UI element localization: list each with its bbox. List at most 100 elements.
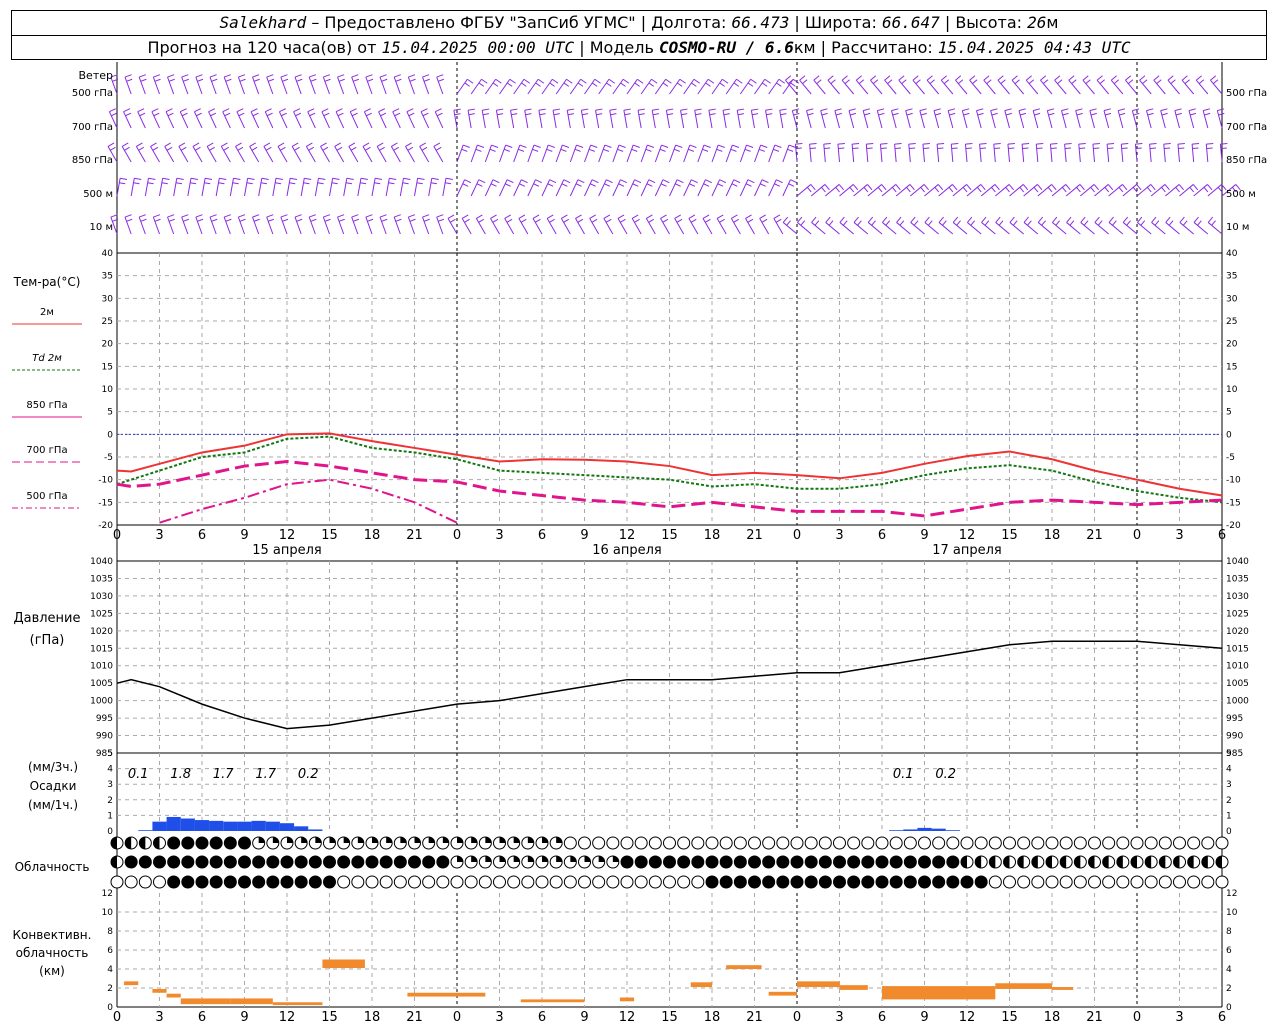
cloud-cover-circle [1144, 875, 1158, 889]
wind-barb-flag [609, 108, 617, 111]
temp-ytick-right: 5 [1226, 408, 1232, 418]
wind-barb [555, 144, 563, 163]
wind-barb-flag [1064, 147, 1072, 150]
wind-barb-flag [799, 75, 806, 81]
wind-barb-flag [1069, 220, 1075, 226]
cloud-cover-circle [294, 875, 308, 889]
cloud-cover-circle [1073, 836, 1087, 850]
time-tick-label: 12 [959, 528, 976, 543]
wind-barb-flag [824, 184, 830, 191]
wind-barb-flag [506, 82, 513, 87]
wind-barb-flag [1221, 184, 1227, 191]
wind-barb-flag [1167, 75, 1174, 81]
wind-barb-flag [949, 112, 956, 116]
cloud-cover-circle [1031, 836, 1045, 850]
wind-barb-flag [1119, 112, 1126, 116]
wind-barb-flag [606, 179, 613, 184]
wind-barb-flag [1179, 216, 1185, 223]
wind-barb [1122, 222, 1138, 235]
wind-barb-flag [816, 79, 822, 85]
wind-barb-flag [435, 146, 442, 151]
cloud-cover-circle [677, 836, 691, 850]
wind-barb [626, 78, 638, 95]
time-tick-label: 3 [1175, 528, 1183, 543]
wind-barb-flag [525, 113, 532, 116]
wind-barb [1009, 184, 1024, 197]
wind-barb [669, 78, 681, 95]
cloud-cover-circle [903, 875, 917, 889]
wind-barb-flag [590, 144, 598, 148]
wind-barb [349, 111, 359, 129]
wind-barb-flag [532, 214, 540, 219]
time-tick-label-bottom: 0 [793, 1010, 801, 1024]
wind-barb-flag [871, 220, 876, 226]
wind-barb [660, 218, 670, 235]
wind-barb [745, 218, 755, 235]
wind-barb [470, 179, 480, 197]
conv-label: облачность [16, 946, 89, 960]
wind-barb-flag [1132, 108, 1140, 112]
wind-barb-flag [589, 214, 596, 219]
wind-barb [150, 146, 160, 163]
cloud-cover-circle [181, 836, 195, 850]
wind-barb-flag [596, 113, 603, 116]
wind-barb-flag [1054, 75, 1061, 81]
wind-barb-flag [702, 148, 709, 152]
wind-barb-flag [604, 144, 612, 148]
wind-barb-flag [520, 218, 527, 223]
wind-barb-flag [205, 177, 213, 180]
cloud-cover-fill [513, 837, 520, 843]
temp-ytick-right: 35 [1226, 272, 1237, 282]
wind-barb-flag [1170, 79, 1176, 85]
time-tick-label-bottom: 9 [240, 1010, 248, 1024]
wind-barb [1023, 222, 1039, 235]
cloud-cover-fill [499, 837, 506, 843]
wind-barb-flag [638, 113, 645, 116]
wind-barb [1089, 110, 1095, 129]
wind-barb-flag [306, 142, 313, 147]
precip-bar [209, 820, 224, 831]
wind-barb [1007, 144, 1010, 163]
time-tick-label-bottom: 21 [1086, 1010, 1103, 1024]
wind-barb [357, 178, 362, 197]
wind-barb-flag [310, 78, 317, 82]
wind-barb-flag [482, 113, 489, 116]
wind-barb [851, 144, 855, 163]
wind-barb-flag [194, 108, 201, 113]
cloud-cover-circle [195, 836, 209, 850]
cloud-cover-fill [570, 856, 577, 862]
cloud-cover-circle [563, 875, 577, 889]
wind-barb-flag [282, 78, 289, 82]
wind-barb [1188, 110, 1195, 129]
cloud-cover-fill [1031, 856, 1038, 868]
wind-barb-flag [676, 179, 684, 184]
wind-barb [305, 146, 316, 163]
wind-barb-flag [438, 78, 445, 82]
wind-barb [107, 146, 118, 163]
wind-barb-flag [367, 218, 374, 222]
cloud-cover-circle [1102, 836, 1116, 850]
wind-barb-flag [894, 147, 902, 150]
wind-barb [1065, 184, 1081, 197]
wind-barb-flag [1008, 147, 1015, 150]
cloud-cover-circle [308, 855, 322, 869]
wind-barb [144, 178, 149, 197]
wind-barb-flag [476, 214, 483, 219]
cloud-cover-circle [1201, 875, 1215, 889]
cloud-cover-circle [833, 855, 846, 869]
wind-barb-flag [623, 108, 631, 111]
wind-barb-flag [1218, 112, 1225, 116]
wind-barb-flag [922, 142, 930, 145]
wind-barb [151, 111, 160, 129]
wind-barb [294, 216, 302, 235]
wind-barb [896, 222, 911, 235]
cloud-cover-circle [733, 836, 747, 850]
wind-barb-flag [610, 113, 617, 116]
wind-barb-flag [824, 147, 831, 150]
wind-barb-flag [693, 78, 701, 84]
wind-barb-flag [935, 112, 942, 116]
wind-barb-flag [464, 179, 472, 184]
wind-barb-flag [1207, 216, 1214, 223]
wind-barb-flag [491, 144, 499, 148]
wind-barb [1177, 144, 1180, 163]
